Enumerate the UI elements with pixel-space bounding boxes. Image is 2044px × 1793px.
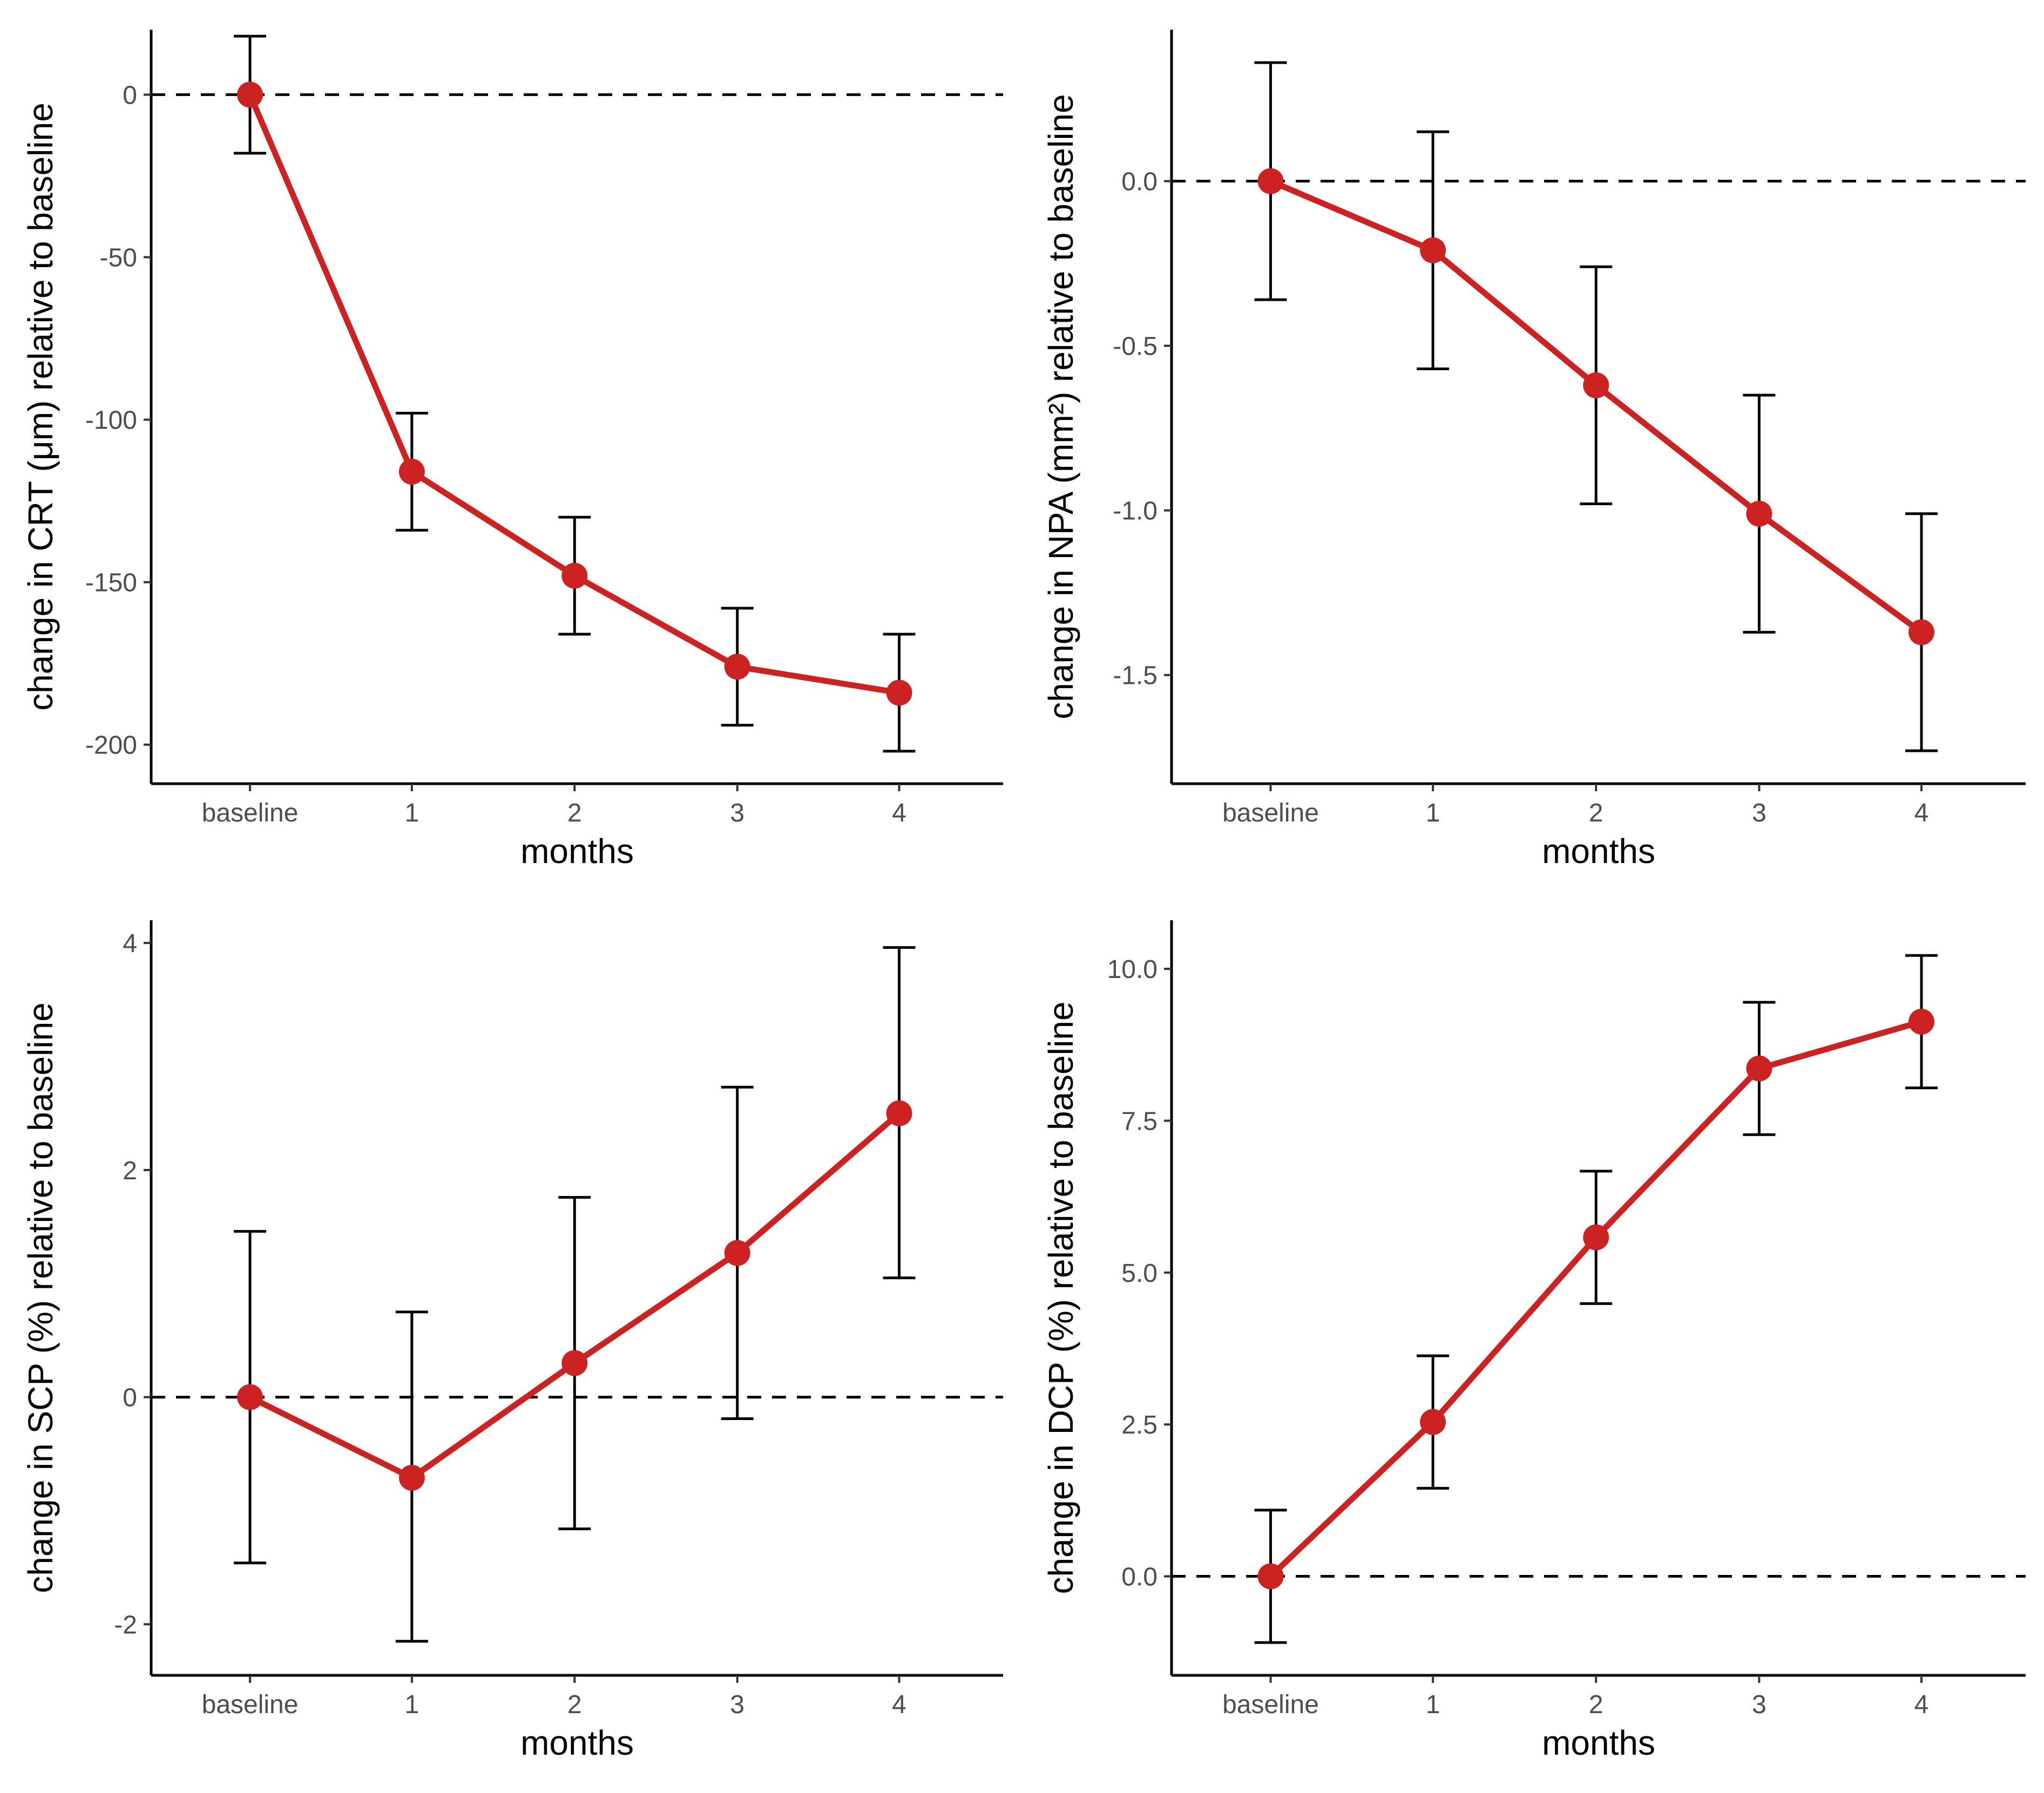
x-tick-label: 4 [1914, 799, 1929, 827]
x-tick-label: 1 [405, 799, 419, 827]
chart-panel-bottom-right: 10.0 7.5 5.0 2.5 0.0 baseline 1 2 3 4 months change… [1041, 920, 2026, 1762]
x-axis-title: months [1542, 1723, 1655, 1762]
data-point [561, 1350, 588, 1376]
y-tick-label: 0.0 [1121, 168, 1158, 196]
data-point [1746, 500, 1772, 527]
y-tick-label: 0.0 [1121, 1563, 1158, 1592]
y-tick-label: -1.0 [1113, 497, 1158, 526]
data-point [237, 82, 263, 108]
data-point [1257, 1563, 1284, 1590]
y-axis-title: change in CRT (μm) relative to baseline [21, 103, 60, 711]
data-point [398, 1464, 425, 1491]
y-tick-label: 2 [123, 1157, 137, 1185]
x-tick-label: 4 [892, 799, 906, 827]
data-point [724, 654, 750, 680]
x-tick-label: 1 [1426, 799, 1440, 827]
x-tick-label: 3 [1752, 799, 1766, 827]
x-tick-label: 3 [1752, 1690, 1766, 1719]
y-tick-label: -2 [114, 1611, 137, 1639]
x-axis-title: months [520, 1723, 634, 1762]
x-tick-label: 4 [892, 1690, 906, 1719]
y-tick-label: -1.5 [1113, 662, 1158, 690]
x-tick-label: 2 [567, 799, 582, 827]
data-point [237, 1384, 263, 1410]
data-point [398, 458, 425, 485]
y-axis-title: change in NPA (mm²) relative to baseline [1041, 94, 1080, 719]
x-tick-label: baseline [1222, 1690, 1319, 1719]
data-point [1420, 237, 1446, 263]
y-tick-label: -150 [85, 569, 137, 597]
y-tick-label: -100 [85, 406, 137, 435]
y-tick-label: 7.5 [1121, 1107, 1158, 1136]
x-tick-label: 2 [567, 1690, 582, 1719]
data-point [1746, 1055, 1772, 1082]
data-point [1908, 1008, 1934, 1035]
data-point [1908, 619, 1934, 646]
x-tick-label: 1 [405, 1690, 419, 1719]
chart-panel-bottom-left: 4 2 0 -2 baseline 1 2 3 4 months change in SCP (%)… [21, 920, 1003, 1762]
x-axis-title: months [520, 832, 634, 871]
x-axis-title: months [1542, 832, 1655, 871]
y-tick-label: -0.5 [1113, 332, 1158, 361]
y-tick-label: 10.0 [1107, 955, 1158, 984]
x-tick-label: 2 [1589, 799, 1603, 827]
data-point [886, 680, 912, 706]
y-axis-title: change in DCP (%) relative to baseline [1041, 1001, 1080, 1594]
data-point [1257, 168, 1284, 194]
x-tick-label: 4 [1914, 1690, 1929, 1719]
y-tick-label: 4 [123, 929, 137, 958]
y-tick-label: 5.0 [1121, 1259, 1158, 1288]
x-tick-label: baseline [202, 799, 299, 827]
y-tick-label: 0 [123, 1384, 137, 1412]
x-tick-label: 2 [1589, 1690, 1603, 1719]
x-tick-label: 1 [1426, 1690, 1440, 1719]
data-point [1583, 1224, 1609, 1251]
data-point [1420, 1409, 1446, 1435]
chart-panel-top-left: 0 -50 -100 -150 -200 baseline 1 2 3 4 months change… [21, 30, 1003, 871]
y-tick-label: -50 [100, 244, 137, 273]
y-tick-label: 2.5 [1121, 1411, 1158, 1439]
data-point [886, 1100, 912, 1126]
chart-panel-top-right: 0.0 -0.5 -1.0 -1.5 baseline 1 2 3 4 months change … [1041, 30, 2026, 871]
data-point [1583, 372, 1609, 398]
x-tick-label: 3 [730, 1690, 744, 1719]
x-tick-label: 3 [730, 799, 744, 827]
data-point [724, 1240, 750, 1266]
x-tick-label: baseline [202, 1690, 299, 1719]
y-tick-label: -200 [85, 731, 137, 760]
x-tick-label: baseline [1222, 799, 1319, 827]
data-point [561, 562, 588, 589]
y-tick-label: 0 [123, 81, 137, 110]
y-axis-title: change in SCP (%) relative to baseline [21, 1002, 60, 1593]
